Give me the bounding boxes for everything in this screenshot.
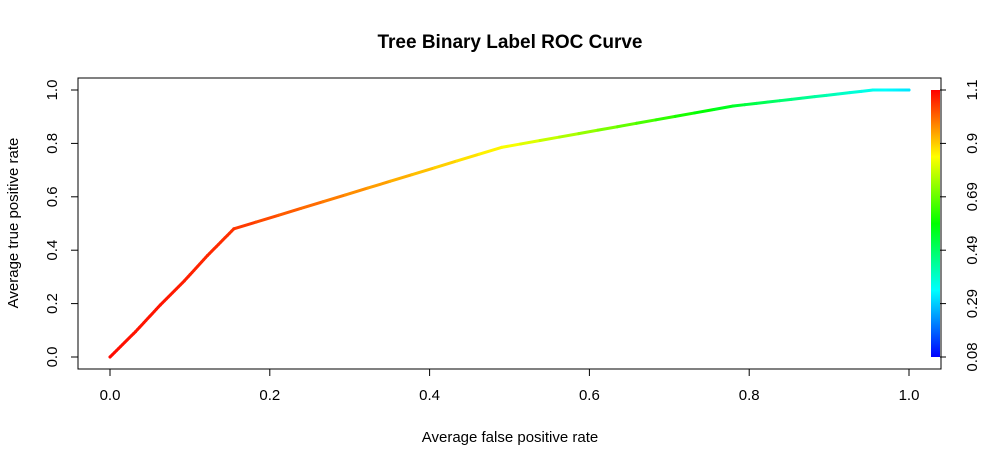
x-tick-label: 0.6: [579, 387, 600, 404]
plot-frame: [77, 77, 942, 370]
roc-segment: [766, 99, 782, 104]
x-tick-label: 0.2: [259, 387, 280, 404]
colorbar-label: 0.29: [964, 289, 981, 318]
roc-segment: [433, 159, 459, 170]
roc-point: [731, 104, 735, 108]
roc-segment: [388, 173, 414, 183]
roc-point: [158, 303, 162, 307]
x-tick-label: 1.0: [899, 387, 920, 404]
roc-segment: [596, 125, 619, 132]
colorbar-labels: 0.08 0.29 0.49 0.69 0.9 1.1: [940, 80, 981, 372]
roc-segment: [731, 103, 747, 108]
roc-point: [108, 355, 112, 359]
roc-segment: [538, 135, 561, 143]
roc-segment: [577, 128, 600, 136]
x-axis-label: Average false positive rate: [422, 429, 599, 446]
roc-segment: [848, 89, 863, 95]
roc-segment: [615, 121, 639, 129]
colorbar-label: 0.49: [964, 236, 981, 265]
roc-point: [907, 88, 911, 92]
x-tick-label: 0.8: [739, 387, 760, 404]
chart-title: Tree Binary Label ROC Curve: [377, 32, 642, 53]
roc-segment: [321, 193, 347, 204]
roc-segment: [712, 104, 735, 111]
y-tick-label: 0.2: [44, 293, 61, 314]
roc-segment: [343, 186, 370, 197]
x-tick-label: 0.0: [100, 387, 121, 404]
y-tick-label: 0.6: [44, 186, 61, 207]
colorbar-label: 1.1: [964, 80, 981, 101]
roc-segment: [477, 145, 504, 156]
roc-segment: [366, 179, 392, 190]
roc-segment: [232, 220, 258, 231]
roc-point: [500, 145, 504, 149]
roc-segment: [299, 200, 325, 210]
roc-segment: [519, 139, 542, 146]
y-axis: 0.0 0.2 0.4 0.6 0.8 1.0: [44, 80, 79, 368]
roc-segment: [755, 100, 770, 105]
y-axis-label: Average true positive rate: [5, 138, 22, 309]
roc-point: [871, 88, 875, 92]
roc-segment: [778, 97, 793, 103]
roc-segment: [789, 96, 805, 101]
roc-curve: [108, 88, 911, 359]
roc-segment: [836, 91, 852, 96]
roc-segment: [673, 111, 697, 118]
roc-segment: [743, 101, 759, 107]
x-axis: 0.0 0.2 0.4 0.6 0.8 1.0: [100, 368, 920, 404]
roc-point: [134, 330, 138, 334]
roc-point: [182, 279, 186, 283]
colorbar-label: 0.9: [964, 133, 981, 154]
roc-point: [232, 227, 236, 231]
x-tick-label: 0.4: [419, 387, 440, 404]
roc-segment: [455, 152, 481, 163]
roc-segment: [276, 206, 303, 217]
y-tick-label: 1.0: [44, 80, 61, 101]
roc-segment: [654, 114, 677, 122]
roc-segment: [557, 132, 581, 139]
roc-segment: [693, 107, 716, 115]
y-tick-label: 0.4: [44, 240, 61, 261]
roc-segment: [859, 88, 875, 93]
y-tick-label: 0.8: [44, 133, 61, 154]
roc-segment: [500, 142, 523, 149]
roc-segment: [254, 213, 280, 224]
roc-segment: [635, 118, 658, 125]
roc-segment: [410, 166, 437, 177]
y-tick-label: 0.0: [44, 347, 61, 368]
roc-segment: [801, 95, 817, 100]
roc-point: [205, 254, 209, 258]
roc-segment: [824, 92, 840, 97]
colorbar-label: 0.69: [964, 182, 981, 211]
colorbar: [931, 90, 940, 357]
roc-segment: [813, 93, 828, 99]
colorbar-label: 0.08: [964, 342, 981, 371]
